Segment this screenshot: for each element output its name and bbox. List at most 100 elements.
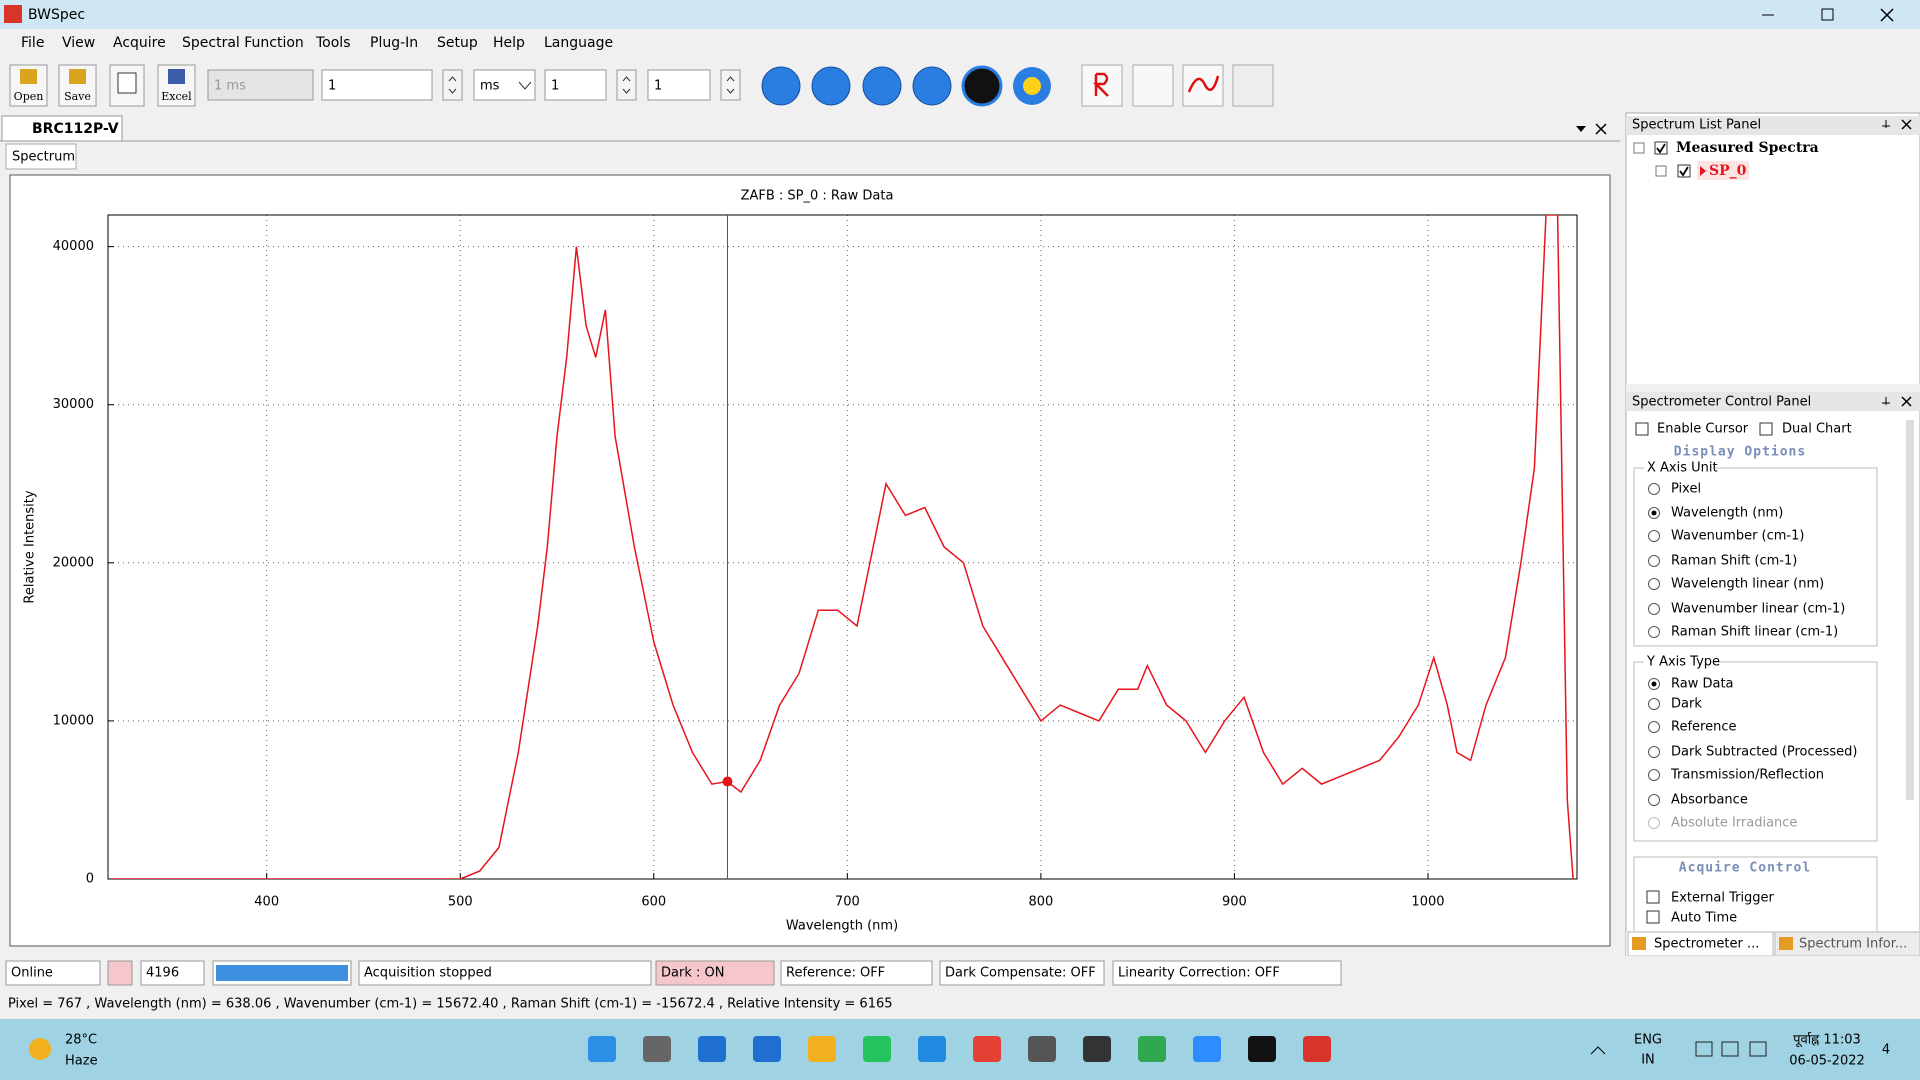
taskbar-app[interactable] — [863, 1036, 891, 1062]
tray-chevron[interactable] — [1590, 1046, 1606, 1055]
panel-tab-icon — [1779, 937, 1793, 950]
tool-button[interactable] — [1182, 64, 1224, 107]
checkbox[interactable] — [1646, 910, 1660, 924]
taskbar-app[interactable] — [1138, 1036, 1166, 1062]
x-tick-label: 500 — [448, 895, 473, 910]
toolbar-button-label: Save — [64, 90, 91, 103]
pin-icon[interactable] — [1882, 120, 1890, 128]
spinner[interactable] — [616, 69, 637, 101]
menu-item[interactable]: Help — [493, 35, 525, 51]
taskbar-app[interactable] — [808, 1036, 836, 1062]
radio-button[interactable] — [1648, 721, 1660, 733]
radio-button[interactable] — [1648, 603, 1660, 615]
y-axis-label: Relative Intensity — [23, 490, 38, 603]
taskbar-app[interactable] — [1193, 1036, 1221, 1062]
menu-item[interactable]: Spectral Function — [182, 35, 304, 51]
taskbar-app[interactable] — [588, 1036, 616, 1062]
taskbar-app[interactable] — [973, 1036, 1001, 1062]
menu-item[interactable]: Acquire — [113, 35, 166, 51]
radio-button[interactable] — [1648, 746, 1660, 758]
panel-tab[interactable] — [1627, 931, 1774, 957]
checkbox[interactable] — [1654, 141, 1668, 155]
spectrum-icon — [1187, 75, 1220, 93]
status-box — [107, 960, 133, 986]
taskbar-app[interactable] — [1248, 1036, 1276, 1062]
radio-label: Wavenumber linear (cm-1) — [1671, 602, 1845, 617]
spinner[interactable] — [442, 69, 463, 101]
restore-button[interactable] — [1821, 8, 1834, 21]
combo-arrow — [518, 81, 532, 90]
input-field[interactable] — [321, 69, 433, 101]
document-close[interactable] — [1595, 123, 1607, 135]
input-field[interactable] — [473, 69, 536, 101]
control-button[interactable] — [862, 66, 902, 106]
input-value: 1 — [328, 79, 336, 94]
check-mark — [1656, 143, 1666, 154]
taskbar-app[interactable] — [1083, 1036, 1111, 1062]
tool-button[interactable] — [1132, 64, 1174, 107]
radio-button[interactable] — [1648, 578, 1660, 590]
panel-close[interactable] — [1901, 119, 1912, 130]
option-label: Auto Time — [1671, 911, 1737, 926]
taskbar-app[interactable] — [1028, 1036, 1056, 1062]
checkbox[interactable] — [1759, 422, 1773, 436]
toolbar-button-label: Open — [14, 90, 44, 103]
checkbox[interactable] — [1646, 890, 1660, 904]
radio-label: Raman Shift linear (cm-1) — [1671, 625, 1838, 640]
tree-expander[interactable] — [1655, 165, 1667, 177]
menu-item[interactable]: Plug-In — [370, 35, 418, 51]
menu-item[interactable]: Tools — [315, 35, 351, 51]
menu-item[interactable]: File — [21, 35, 44, 51]
menu-item[interactable]: Language — [544, 35, 613, 51]
radio-button[interactable] — [1648, 769, 1660, 781]
language: ENG — [1634, 1033, 1662, 1048]
control-button[interactable] — [912, 66, 952, 106]
scrollbar[interactable] — [1906, 420, 1914, 800]
tray-icon[interactable] — [1721, 1041, 1739, 1057]
tray-icon[interactable] — [1749, 1041, 1767, 1057]
panel-tab[interactable] — [1774, 931, 1920, 957]
cursor-info: Pixel = 767 , Wavelength (nm) = 638.06 ,… — [8, 997, 893, 1012]
radio-label: Pixel — [1671, 482, 1701, 497]
radio-button[interactable] — [1648, 530, 1660, 542]
radio-button[interactable] — [1648, 794, 1660, 806]
tool-button[interactable] — [1232, 64, 1274, 107]
menu-item[interactable]: View — [62, 35, 95, 51]
spinner[interactable] — [720, 69, 741, 101]
taskbar-app[interactable] — [753, 1036, 781, 1062]
input-field[interactable] — [544, 69, 607, 101]
status-box — [358, 960, 652, 986]
dark-button[interactable] — [961, 65, 1003, 107]
radio-button — [1648, 817, 1660, 829]
tab-dropdown[interactable] — [1576, 126, 1586, 132]
control-button[interactable] — [761, 66, 801, 106]
tree-expander[interactable] — [1633, 142, 1645, 154]
weather-icon[interactable] — [29, 1038, 51, 1060]
radio-button[interactable] — [1648, 698, 1660, 710]
checkbox[interactable] — [1635, 422, 1649, 436]
radio-button[interactable] — [1648, 626, 1660, 638]
input-value: 1 — [551, 79, 559, 94]
control-button[interactable] — [811, 66, 851, 106]
menu-item[interactable]: Setup — [437, 35, 478, 51]
panel-title: Spectrum List Panel — [1632, 118, 1761, 133]
taskbar-app[interactable] — [918, 1036, 946, 1062]
list-panel-header — [1626, 116, 1920, 135]
taskbar-app[interactable] — [1303, 1036, 1331, 1062]
close-button[interactable] — [1880, 8, 1894, 22]
document-tab[interactable] — [1, 115, 123, 142]
pin-icon[interactable] — [1882, 397, 1890, 405]
radio-button[interactable] — [1648, 483, 1660, 495]
window-title: BWSpec — [28, 7, 85, 23]
input-field[interactable] — [647, 69, 711, 101]
taskbar-app[interactable] — [643, 1036, 671, 1062]
tray-icon[interactable] — [1695, 1041, 1713, 1057]
panel-close[interactable] — [1901, 396, 1912, 407]
tool-button[interactable] — [1081, 64, 1123, 107]
radio-button[interactable] — [1648, 555, 1660, 567]
checkbox[interactable] — [1677, 164, 1691, 178]
taskbar-app[interactable] — [698, 1036, 726, 1062]
notification-count[interactable]: 4 — [1882, 1043, 1890, 1058]
view-tab[interactable] — [5, 143, 77, 170]
status-text: Linearity Correction: OFF — [1118, 966, 1280, 981]
